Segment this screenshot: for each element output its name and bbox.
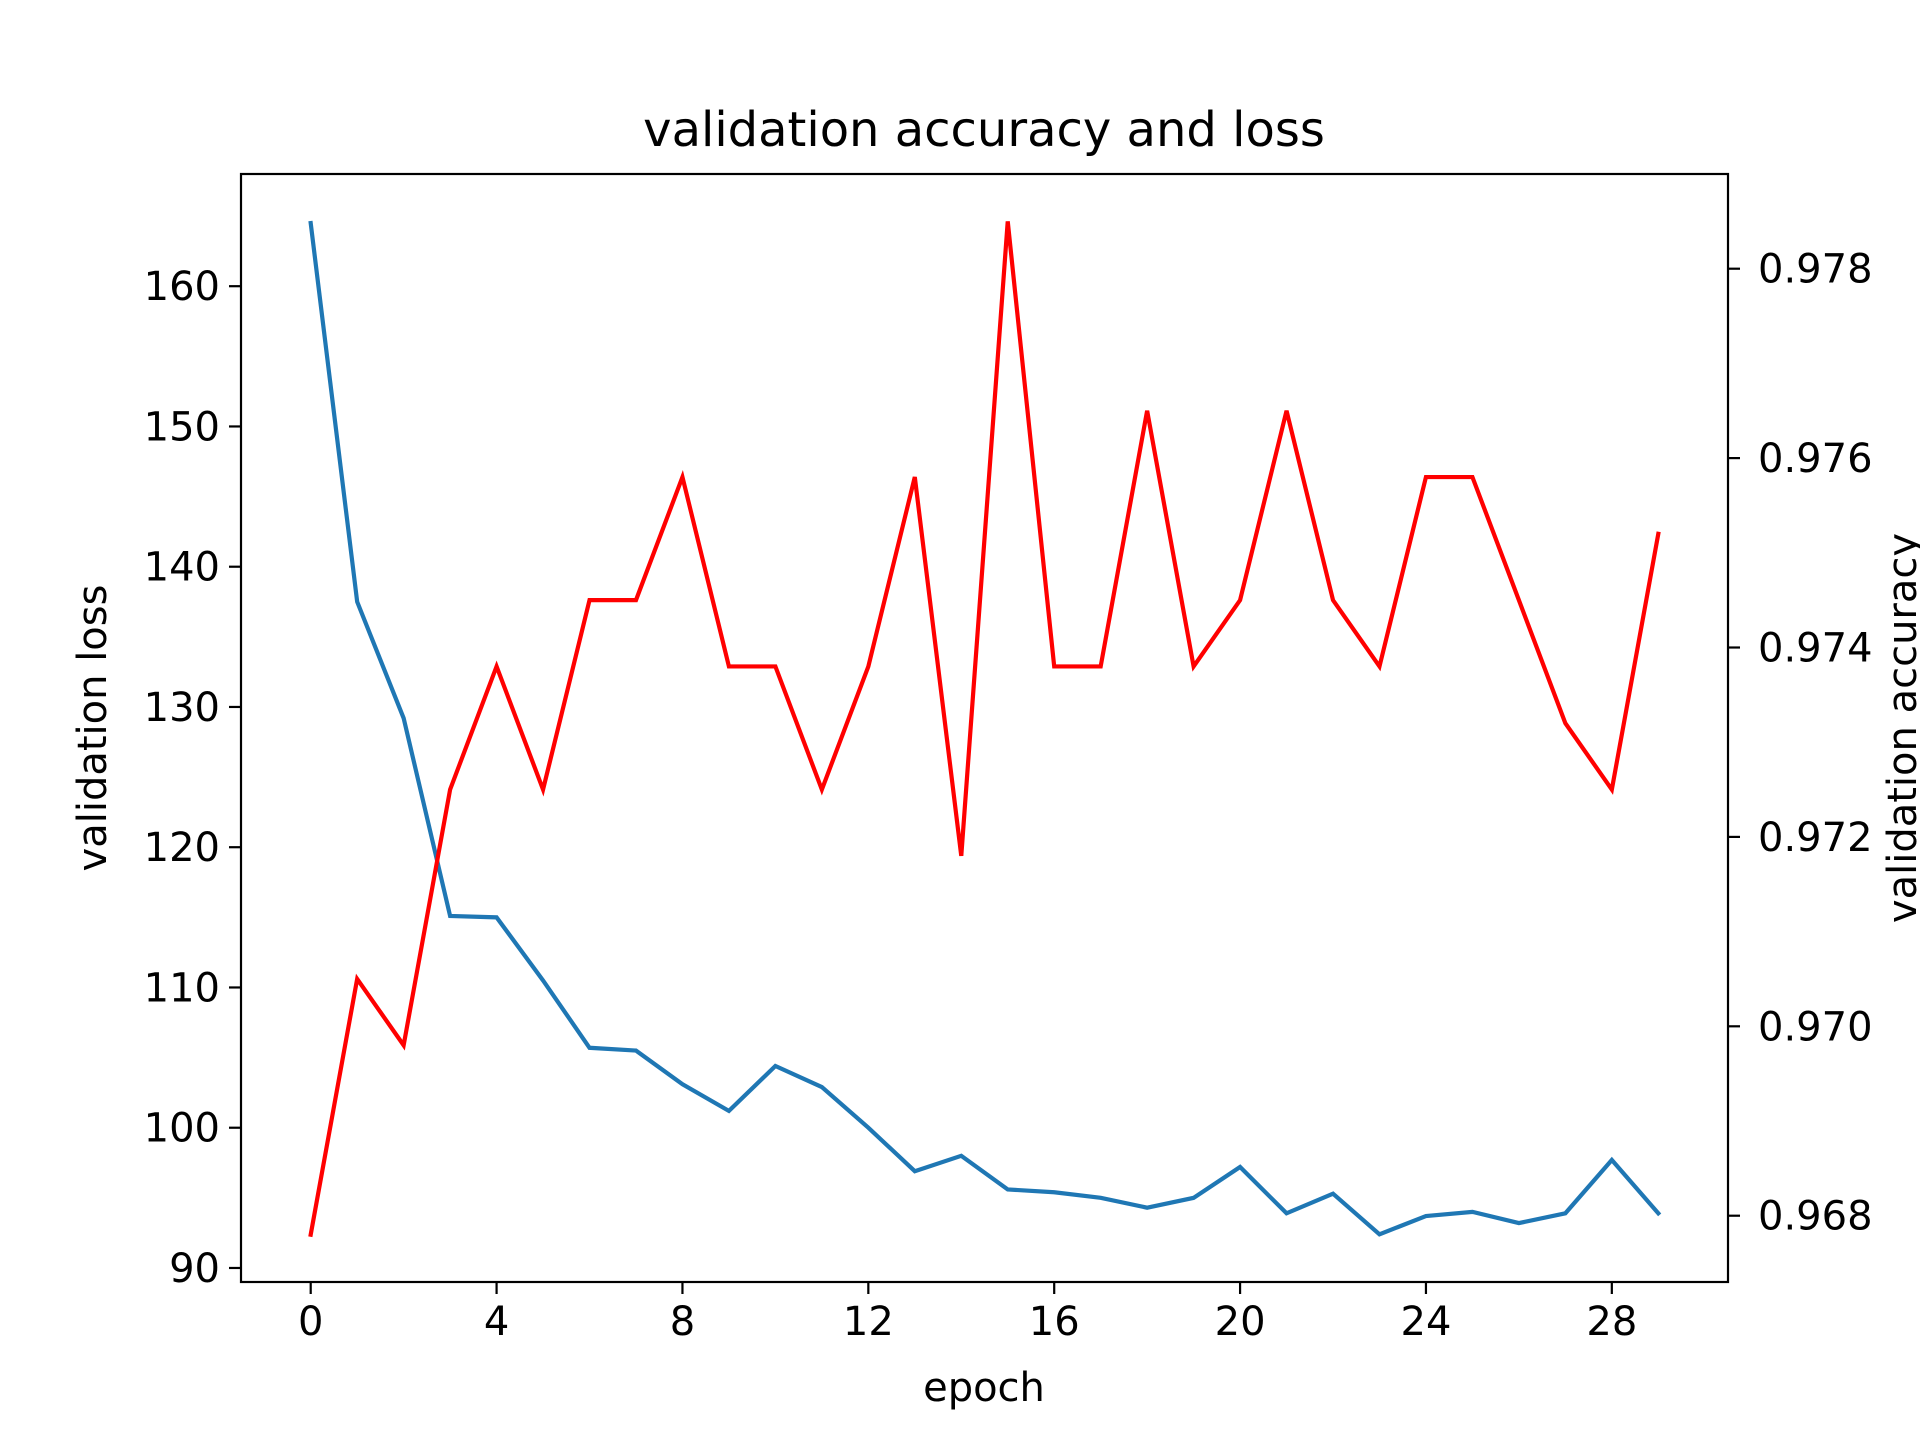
y-right-tick-label: 0.978 xyxy=(1758,247,1873,293)
plot-frame xyxy=(239,172,1730,1284)
y-left-tick-label: 100 xyxy=(144,1106,220,1152)
x-tick-label: 16 xyxy=(1029,1299,1080,1345)
y-left-tick-label: 110 xyxy=(144,965,220,1011)
x-axis: 0 4 8 12 16 20 24 28 xyxy=(298,1282,1637,1345)
y-axis-right: 0.968 0.970 0.972 0.974 0.976 0.978 xyxy=(1728,247,1873,1240)
chart-title: validation accuracy and loss xyxy=(643,102,1325,158)
y-axis-left: 90 100 110 120 130 140 150 160 xyxy=(144,264,241,1292)
y-left-tick-label: 90 xyxy=(169,1246,220,1292)
x-tick-label: 12 xyxy=(843,1299,894,1345)
y-left-tick-label: 140 xyxy=(144,545,220,591)
x-tick-label: 24 xyxy=(1401,1299,1452,1345)
y-left-tick-label: 160 xyxy=(144,264,220,310)
y-right-tick-label: 0.970 xyxy=(1758,1004,1873,1050)
x-axis-label: epoch xyxy=(923,1365,1045,1411)
y-axis-left-label: validation loss xyxy=(70,585,116,872)
y-right-tick-label: 0.968 xyxy=(1758,1194,1873,1240)
x-tick-label: 28 xyxy=(1586,1299,1637,1345)
x-tick-label: 0 xyxy=(298,1299,323,1345)
y-left-tick-label: 150 xyxy=(144,404,220,450)
x-tick-label: 20 xyxy=(1215,1299,1266,1345)
y-right-tick-label: 0.976 xyxy=(1758,436,1873,482)
accuracy-series-line xyxy=(308,221,1661,1238)
x-tick-label: 8 xyxy=(670,1299,695,1345)
loss-series-line xyxy=(308,220,1662,1237)
series-layer xyxy=(308,220,1662,1238)
y-left-tick-label: 130 xyxy=(144,685,220,731)
y-right-tick-label: 0.974 xyxy=(1758,626,1873,672)
x-tick-label: 4 xyxy=(484,1299,509,1345)
y-right-tick-label: 0.972 xyxy=(1758,815,1873,861)
y-left-tick-label: 120 xyxy=(144,825,220,871)
y-axis-right-label: validation accuracy xyxy=(1880,533,1920,923)
